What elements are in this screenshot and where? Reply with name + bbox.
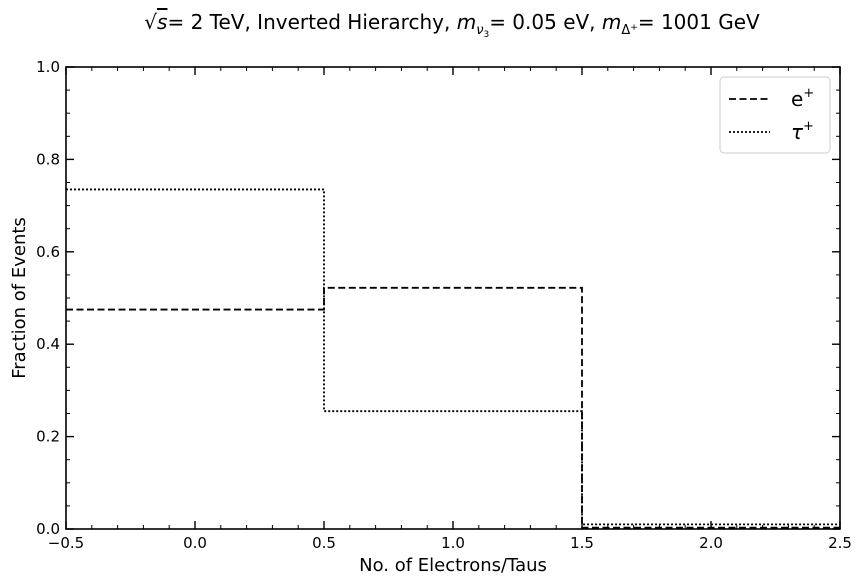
x-tick-label: 0.5 (312, 534, 336, 552)
series-line-1 (66, 188, 840, 526)
x-tick-label: 1.5 (570, 534, 594, 552)
legend-label-0: e+ (791, 86, 814, 111)
plot-frame (65, 66, 841, 530)
legend: e+ τ+ (719, 76, 831, 154)
legend-box (719, 76, 831, 154)
axis-labels: No. of Electrons/Taus Fraction of Events (9, 217, 547, 576)
x-tick-label: −0.5 (48, 534, 84, 552)
x-tick-label: 2.5 (828, 534, 852, 552)
title-text: √s= 2 TeV, Inverted Hierarchy, mν3= 0.05… (144, 10, 760, 40)
y-tick-label: 0.6 (36, 243, 60, 261)
series-line-0 (66, 286, 840, 529)
series-lines (66, 188, 840, 529)
x-tick-label: 2.0 (699, 534, 723, 552)
y-tick-label: 0.8 (36, 150, 60, 168)
x-tick-label: 1.0 (441, 534, 465, 552)
y-tick-label: 0.0 (36, 520, 60, 538)
y-axis-label: Fraction of Events (9, 217, 30, 379)
y-tick-label: 1.0 (36, 58, 60, 76)
chart-title: √s= 2 TeV, Inverted Hierarchy, mν3= 0.05… (144, 10, 760, 40)
legend-label-1: τ+ (791, 119, 814, 144)
y-tick-label: 0.4 (36, 335, 60, 353)
y-tick-label: 0.2 (36, 428, 60, 446)
x-axis-label: No. of Electrons/Taus (359, 555, 547, 576)
x-tick-label: 0.0 (183, 534, 207, 552)
